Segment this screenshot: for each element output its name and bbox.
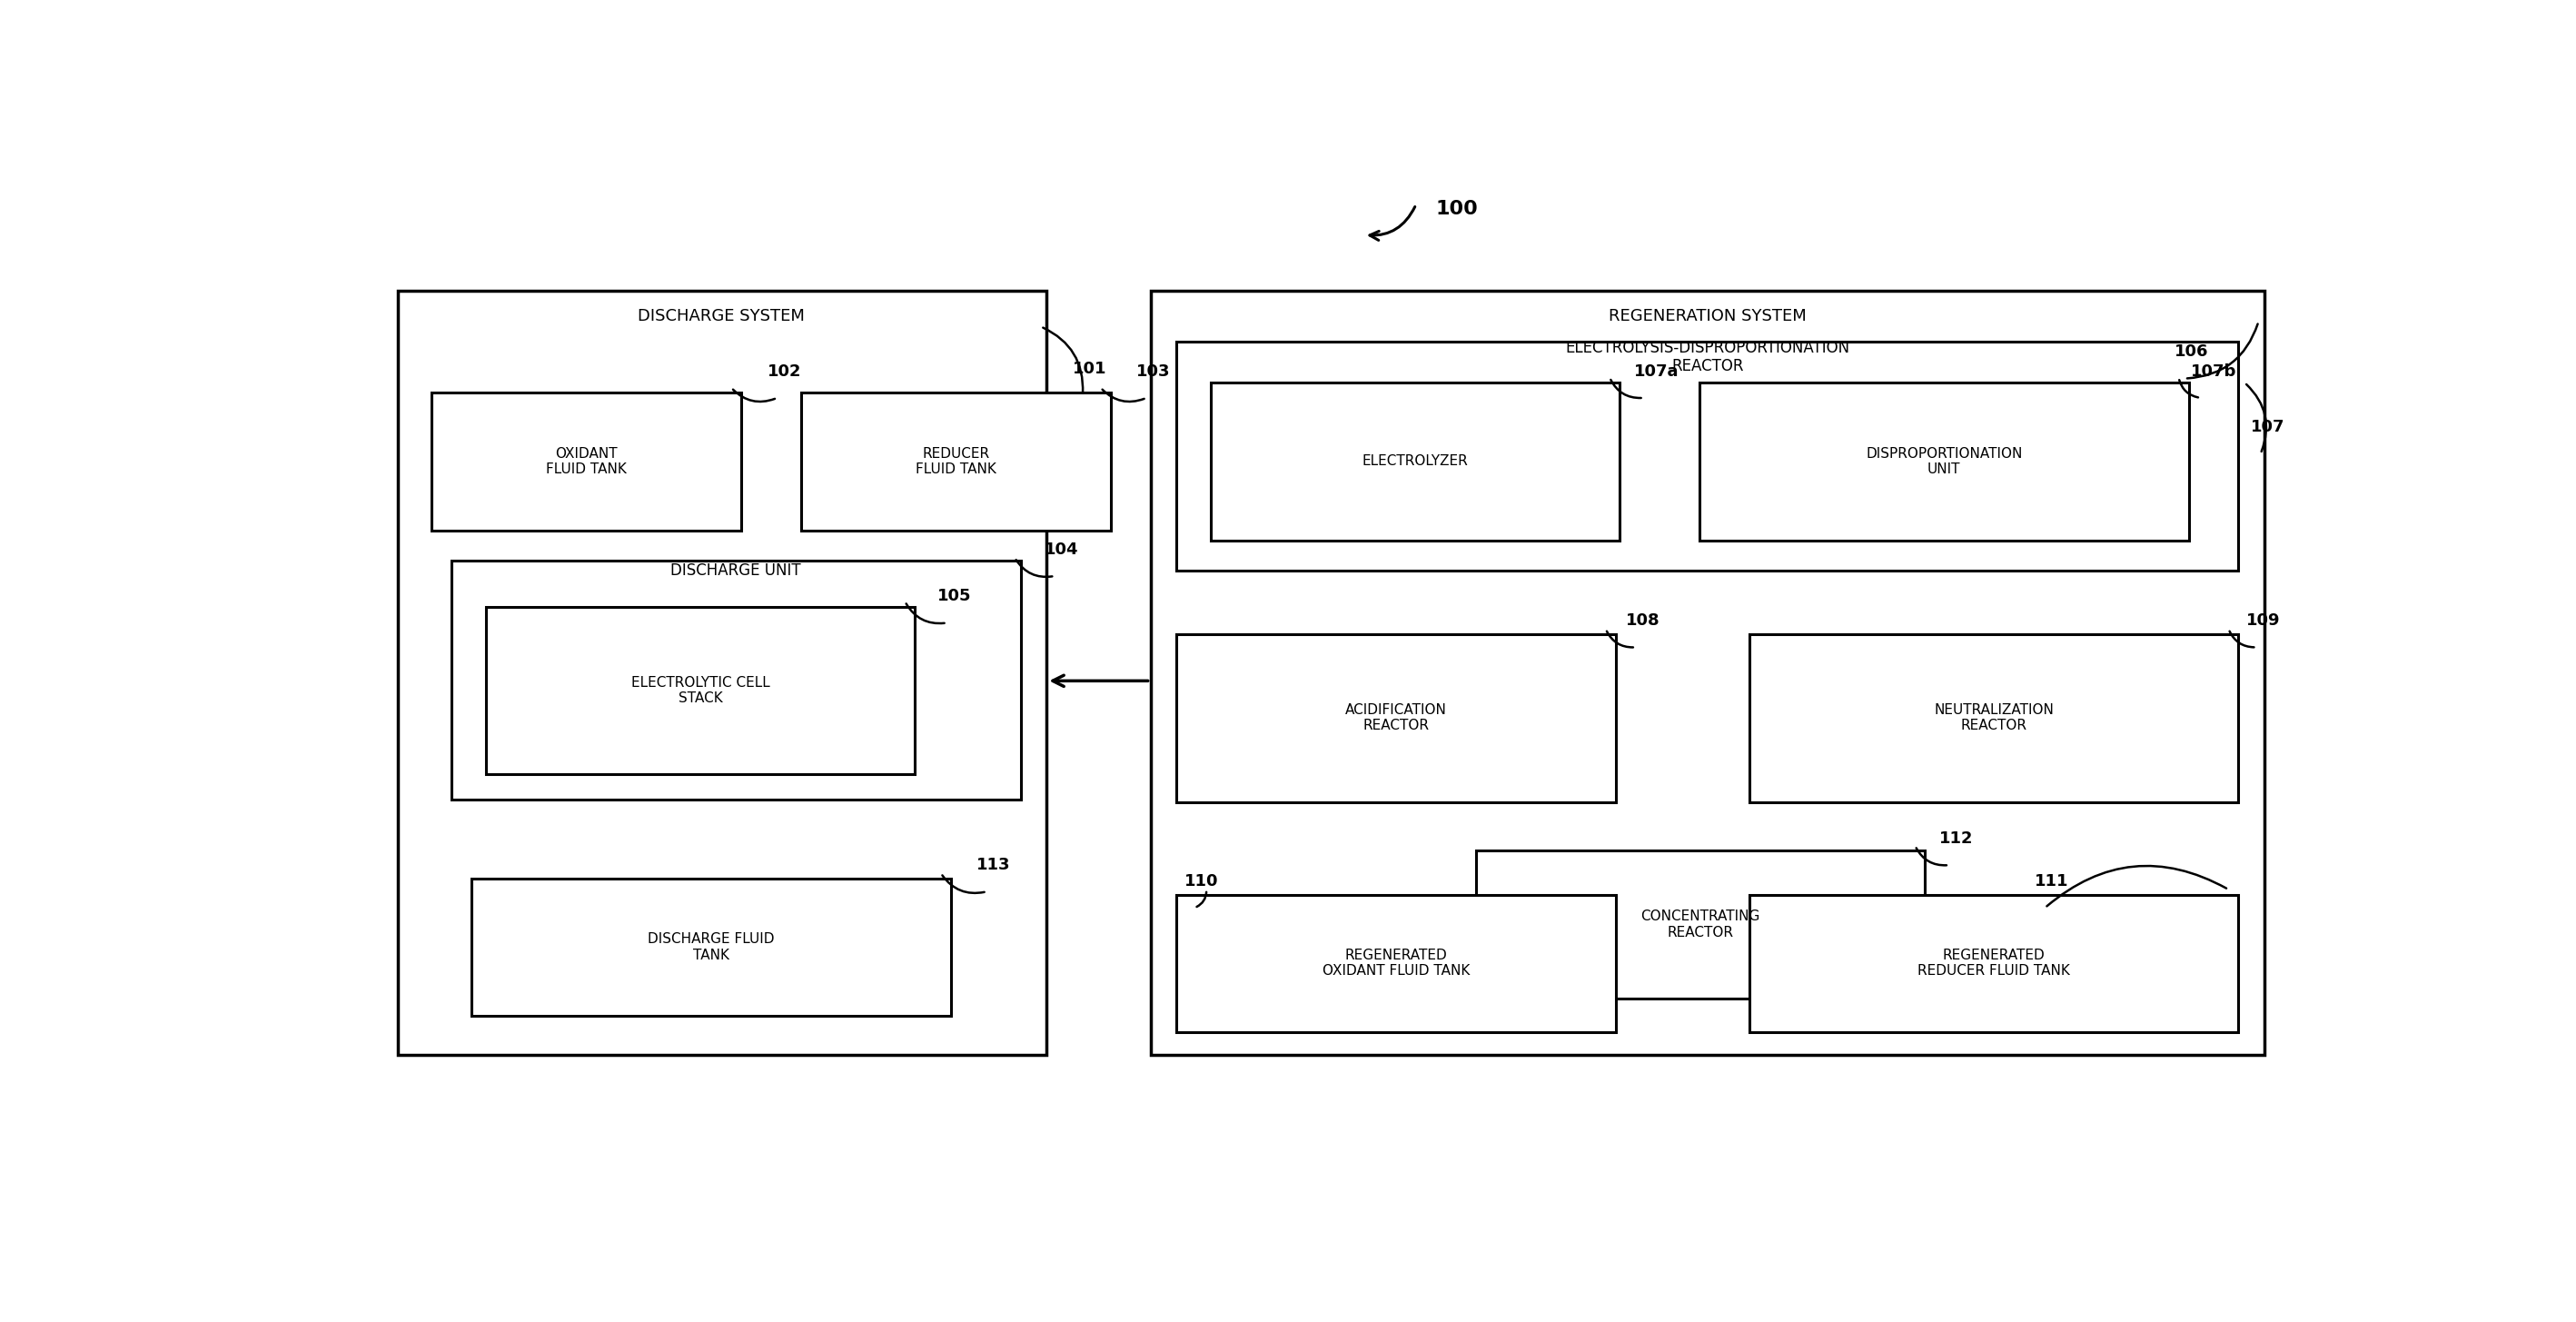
Bar <box>1151 291 2264 1055</box>
Text: NEUTRALIZATION
REACTOR: NEUTRALIZATION REACTOR <box>1935 703 2053 732</box>
Text: 102: 102 <box>768 364 801 379</box>
Text: 109: 109 <box>2246 612 2280 629</box>
Text: ELECTROLYZER: ELECTROLYZER <box>1363 455 1468 468</box>
Bar <box>433 393 742 530</box>
Bar <box>801 393 1110 530</box>
Text: 113: 113 <box>976 857 1010 874</box>
Text: 104: 104 <box>1046 541 1079 558</box>
Bar <box>1177 895 1615 1032</box>
Text: 110: 110 <box>1185 873 1218 890</box>
Text: 107: 107 <box>2251 419 2285 435</box>
Text: DISCHARGE SYSTEM: DISCHARGE SYSTEM <box>639 308 804 325</box>
Text: 103: 103 <box>1136 364 1170 379</box>
Text: 107b: 107b <box>2190 364 2236 379</box>
Text: 100: 100 <box>1435 200 1479 218</box>
Text: 112: 112 <box>1940 830 1973 847</box>
Text: ELECTROLYTIC CELL
STACK: ELECTROLYTIC CELL STACK <box>631 676 770 705</box>
Text: ACIDIFICATION
REACTOR: ACIDIFICATION REACTOR <box>1345 703 1448 732</box>
Bar <box>471 878 951 1015</box>
Text: 111: 111 <box>2035 873 2069 890</box>
Text: REGENERATED
OXIDANT FLUID TANK: REGENERATED OXIDANT FLUID TANK <box>1321 949 1471 978</box>
Bar <box>1211 382 1620 541</box>
Text: REDUCER
FLUID TANK: REDUCER FLUID TANK <box>914 447 997 476</box>
Text: DISCHARGE UNIT: DISCHARGE UNIT <box>670 563 801 579</box>
Bar <box>1177 635 1615 802</box>
Bar <box>451 561 1020 800</box>
Text: REGENERATION SYSTEM: REGENERATION SYSTEM <box>1607 308 1806 325</box>
Text: 105: 105 <box>938 588 971 604</box>
Bar <box>487 607 914 775</box>
Bar <box>1749 635 2239 802</box>
Bar <box>1700 382 2190 541</box>
Bar <box>1177 342 2239 571</box>
Bar <box>1749 895 2239 1032</box>
Text: REGENERATED
REDUCER FLUID TANK: REGENERATED REDUCER FLUID TANK <box>1917 949 2071 978</box>
Text: ELECTROLYSIS-DISPROPORTIONATION
REACTOR: ELECTROLYSIS-DISPROPORTIONATION REACTOR <box>1566 340 1850 374</box>
Text: 107a: 107a <box>1633 364 1680 379</box>
Bar <box>1476 851 1924 998</box>
Text: OXIDANT
FLUID TANK: OXIDANT FLUID TANK <box>546 447 626 476</box>
Text: CONCENTRATING
REACTOR: CONCENTRATING REACTOR <box>1641 910 1759 940</box>
Text: DISCHARGE FLUID
TANK: DISCHARGE FLUID TANK <box>649 932 775 961</box>
Text: 106: 106 <box>2174 344 2208 360</box>
Text: 101: 101 <box>1072 361 1108 378</box>
Text: DISPROPORTIONATION
UNIT: DISPROPORTIONATION UNIT <box>1865 447 2022 476</box>
Text: 108: 108 <box>1625 612 1659 629</box>
Bar <box>397 291 1046 1055</box>
